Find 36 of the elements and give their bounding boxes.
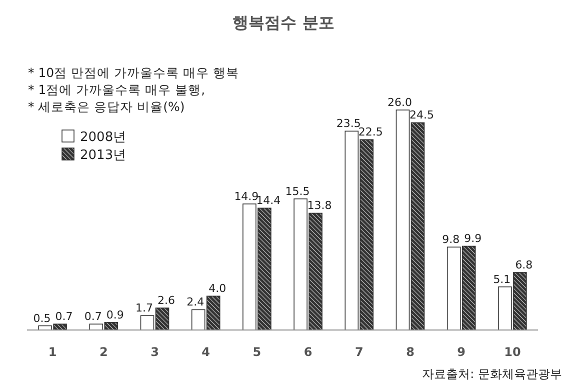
data-label: 23.5 [336,117,361,130]
x-tick-label: 7 [354,345,364,359]
annotation: * 세로축은 응답자 비율(%) [28,99,185,114]
data-label: 2.6 [158,294,175,307]
data-label: 1.7 [136,302,153,315]
text: 자료출처: 문화체육관광부 [422,367,562,381]
data-label: 22.5 [358,126,383,139]
x-tick-label: 1 [48,345,57,359]
data-label: 9.8 [442,233,460,246]
chart-title: 행복점수 분포 [232,13,334,32]
x-tick-label: 4 [202,345,210,359]
x-tick-label: 8 [406,345,414,359]
data-label: 6.8 [515,258,533,272]
x-tick-label: 2 [99,345,108,359]
data-label: 5.1 [493,272,511,286]
x-tick-label: 6 [304,345,312,359]
x-tick-label: 10 [504,345,521,359]
data-label: 0.7 [55,310,73,324]
data-label: 0.5 [33,312,51,325]
x-tick-label: 3 [150,345,159,359]
text: * 1점에 가까울수록 매우 불행, [28,82,206,97]
data-label: 26.0 [388,96,412,109]
x-tick-label: 5 [252,345,262,359]
data-label: 0.9 [106,308,124,322]
data-label: 13.8 [307,199,332,212]
legend-label: 2013년 [80,148,126,163]
data-label: 4.0 [208,282,226,296]
x-tick-label: 9 [457,345,466,359]
text: * 10점 만점에 가까울수록 매우 행복 [28,65,240,80]
data-label: 24.5 [410,108,434,122]
data-label: 9.9 [464,232,482,246]
data-label: 0.7 [84,310,102,324]
data-label: 15.5 [285,184,310,198]
data-label: 2.4 [186,296,204,309]
data-label: 14.9 [234,190,259,203]
legend-label: 2008년 [80,130,126,145]
